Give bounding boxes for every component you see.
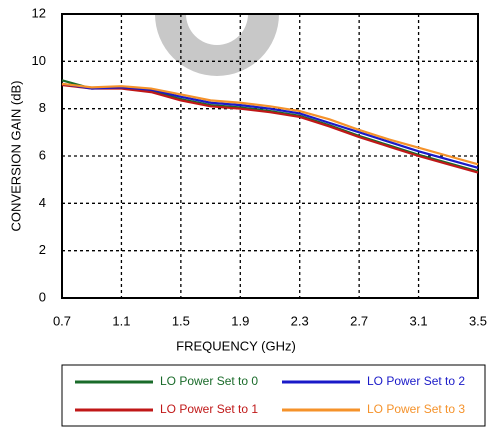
x-axis-label: FREQUENCY (GHz) <box>176 338 296 353</box>
x-tick-label: 2.7 <box>350 313 368 328</box>
legend-label: LO Power Set to 2 <box>367 374 465 388</box>
x-tick-label: 1.9 <box>231 313 249 328</box>
x-tick-label: 3.1 <box>410 313 428 328</box>
plot-frame <box>61 13 479 299</box>
x-tick-label: 1.5 <box>172 313 190 328</box>
y-tick-label: 6 <box>39 147 46 162</box>
legend-label: LO Power Set to 1 <box>160 402 258 416</box>
y-tick-label: 10 <box>32 53 46 68</box>
y-tick-label: 12 <box>32 5 46 20</box>
x-tick-label: 3.5 <box>469 313 487 328</box>
series-line <box>61 82 479 169</box>
legend-box <box>61 364 486 427</box>
watermark <box>155 14 279 76</box>
x-tick-label: 2.3 <box>291 313 309 328</box>
y-tick-label: 2 <box>39 242 46 257</box>
y-tick-label: 0 <box>39 289 46 304</box>
y-tick-label: 8 <box>39 100 46 115</box>
series-line <box>61 82 479 166</box>
legend-label: LO Power Set to 3 <box>367 402 465 416</box>
y-tick-label: 4 <box>39 195 46 210</box>
legend-label: LO Power Set to 0 <box>160 374 258 388</box>
series-line <box>61 79 479 173</box>
x-tick-label: 1.1 <box>112 313 130 328</box>
series-line <box>61 83 479 174</box>
x-tick-label: 0.7 <box>53 313 71 328</box>
y-axis-label: CONVERSION GAIN (dB) <box>8 81 23 232</box>
